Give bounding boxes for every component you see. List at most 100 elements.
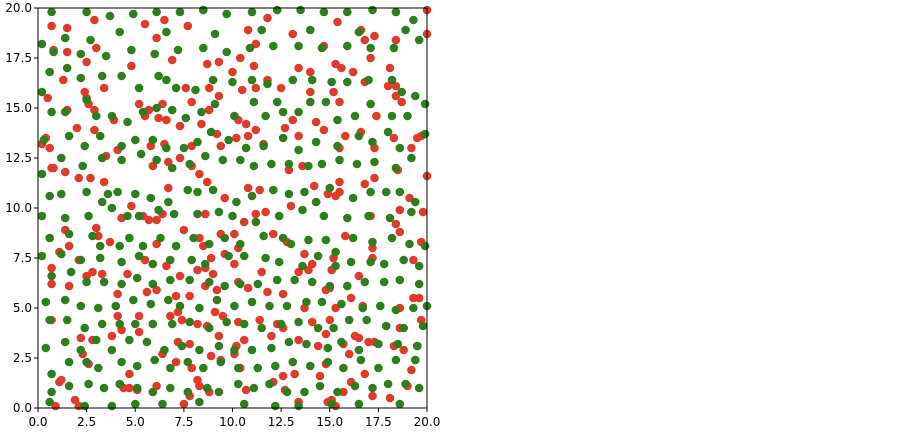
data-point — [278, 107, 288, 117]
data-point — [134, 99, 144, 109]
data-point — [317, 297, 327, 307]
data-point — [177, 315, 187, 325]
data-point — [152, 7, 161, 17]
data-point — [148, 135, 158, 145]
data-point — [263, 287, 272, 297]
data-point — [333, 17, 342, 27]
data-point — [298, 261, 307, 271]
data-point — [327, 399, 337, 409]
data-point — [335, 187, 344, 197]
data-point — [366, 43, 375, 53]
data-point — [134, 311, 144, 321]
x-tick-label: 5.0 — [126, 415, 145, 429]
data-point — [360, 35, 370, 45]
data-point — [45, 233, 54, 243]
data-point — [57, 189, 66, 199]
x-tick-label: 20.0 — [414, 415, 441, 429]
data-point — [152, 103, 161, 113]
data-point — [152, 155, 161, 165]
data-point — [290, 275, 300, 285]
data-point — [179, 399, 189, 409]
data-point — [313, 251, 323, 261]
data-point — [261, 207, 270, 217]
data-point — [306, 25, 315, 35]
data-point — [78, 161, 87, 171]
data-point — [160, 15, 169, 25]
data-point — [37, 169, 47, 179]
data-point — [414, 383, 424, 393]
data-point — [407, 365, 416, 375]
data-point — [236, 53, 245, 63]
data-point — [413, 133, 422, 143]
data-point — [131, 135, 140, 145]
data-point — [325, 315, 335, 325]
data-point — [206, 253, 216, 263]
data-point — [105, 237, 115, 247]
data-point — [142, 287, 152, 297]
data-point — [99, 177, 109, 187]
data-point — [82, 187, 91, 197]
data-point — [97, 197, 107, 207]
data-point — [37, 251, 47, 261]
data-point — [284, 165, 294, 175]
data-point — [391, 355, 401, 365]
data-point — [387, 233, 397, 243]
data-point — [117, 155, 126, 165]
data-point — [45, 397, 54, 407]
data-point — [407, 143, 416, 153]
data-point — [311, 137, 321, 147]
data-point — [267, 159, 276, 169]
data-point — [391, 163, 401, 173]
data-point — [348, 67, 358, 77]
data-point — [302, 297, 311, 307]
data-point — [76, 301, 86, 311]
data-point — [251, 209, 261, 219]
data-point — [272, 97, 282, 107]
data-point — [376, 301, 385, 311]
data-point — [197, 119, 206, 129]
data-point — [125, 335, 134, 345]
data-point — [62, 47, 72, 57]
data-point — [405, 239, 414, 249]
data-point — [288, 75, 298, 85]
data-point — [331, 261, 340, 271]
data-point — [202, 59, 212, 69]
data-point — [175, 271, 185, 281]
data-point — [267, 331, 276, 341]
data-point — [45, 191, 54, 201]
data-point — [72, 123, 82, 133]
data-point — [403, 111, 412, 121]
data-point — [59, 75, 68, 85]
data-point — [148, 279, 158, 289]
data-point — [158, 399, 167, 409]
data-point — [90, 15, 99, 25]
data-point — [86, 35, 95, 45]
data-point — [319, 211, 329, 221]
data-point — [407, 153, 416, 163]
data-point — [92, 335, 101, 345]
data-point — [366, 53, 375, 63]
data-point — [150, 49, 159, 59]
data-point — [140, 19, 150, 29]
data-point — [64, 229, 74, 239]
data-point — [339, 363, 348, 373]
data-point — [80, 401, 89, 411]
data-point — [187, 255, 196, 265]
data-point — [399, 345, 409, 355]
data-point — [64, 281, 74, 291]
data-point — [199, 5, 208, 15]
data-point — [60, 33, 70, 43]
data-point — [249, 61, 259, 71]
data-point — [255, 185, 264, 195]
data-point — [368, 383, 377, 393]
data-point — [247, 297, 257, 307]
data-point — [321, 97, 331, 107]
data-point — [278, 289, 288, 299]
data-point — [206, 351, 216, 361]
data-point — [399, 255, 409, 265]
data-point — [175, 153, 185, 163]
data-point — [47, 271, 56, 281]
data-point — [409, 303, 418, 313]
data-point — [123, 117, 132, 127]
